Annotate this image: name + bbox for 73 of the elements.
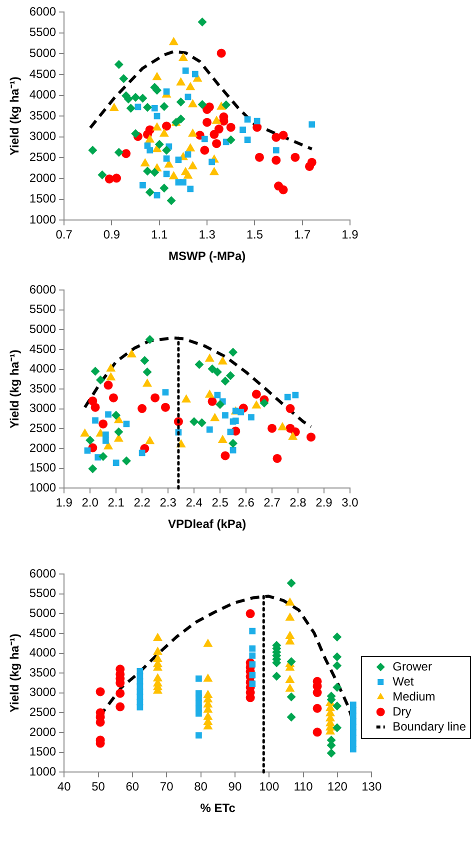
- x-tick-label: 2.6: [238, 496, 255, 510]
- legend-label: Dry: [392, 704, 412, 718]
- y-tick-label: 2000: [29, 440, 56, 455]
- x-axis-title: % ETc: [200, 801, 236, 816]
- y-tick-label: 1500: [29, 744, 56, 759]
- x-tick-label: 1.3: [198, 228, 216, 242]
- x-tick-label: 130: [362, 780, 382, 794]
- y-tick-label: 2500: [29, 150, 56, 164]
- y-tick-label: 4000: [29, 362, 56, 376]
- y-tick-label: 1500: [29, 192, 56, 206]
- x-tick-label: 2.7: [264, 496, 281, 510]
- y-tick-label: 4000: [29, 646, 56, 660]
- y-tick-label: 6000: [29, 282, 56, 296]
- x-tick-label: 70: [160, 780, 174, 794]
- x-tick-label: 2.3: [160, 496, 177, 510]
- x-axis-title: MSWP (-MPa): [168, 249, 246, 264]
- y-tick-label: 5500: [29, 302, 56, 316]
- x-tick-label: 1.5: [246, 228, 264, 242]
- x-tick-label: 2.2: [134, 496, 151, 510]
- y-tick-label: 6000: [29, 566, 56, 580]
- legend-label: Wet: [392, 674, 414, 688]
- x-tick-label: 2.1: [108, 496, 125, 510]
- y-tick-label: 1000: [29, 764, 56, 779]
- x-tick-label: 1.9: [342, 228, 359, 242]
- x-tick-label: 2.9: [316, 496, 333, 510]
- x-tick-label: 100: [259, 780, 280, 794]
- y-tick-label: 4500: [29, 66, 56, 81]
- y-tick-label: 3500: [29, 381, 56, 396]
- x-tick-label: 1.9: [56, 496, 73, 510]
- y-axis-title: Yield (kg ha⁻¹): [8, 634, 22, 713]
- legend-label: Medium: [392, 689, 436, 704]
- y-tick-label: 6000: [29, 4, 56, 18]
- y-tick-label: 1000: [29, 480, 56, 495]
- legend-label: Boundary line: [392, 719, 466, 734]
- x-tick-label: 1.7: [294, 228, 312, 242]
- x-tick-label: 80: [194, 780, 208, 794]
- x-tick-label: 2.8: [290, 496, 307, 510]
- y-axis-title: Yield (kg ha⁻¹): [8, 350, 22, 429]
- y-tick-label: 5000: [29, 322, 56, 336]
- y-tick-label: 1500: [29, 460, 56, 475]
- x-tick-label: 110: [294, 780, 314, 794]
- y-tick-label: 3500: [29, 665, 56, 680]
- y-tick-label: 2500: [29, 705, 56, 720]
- y-tick-label: 1000: [29, 212, 56, 227]
- x-tick-label: 90: [228, 780, 242, 794]
- y-tick-label: 5000: [29, 606, 56, 620]
- y-tick-label: 3500: [29, 108, 56, 122]
- legend-label: Grower: [392, 659, 432, 674]
- x-tick-label: 0.7: [56, 228, 73, 242]
- y-tick-label: 5000: [29, 46, 56, 60]
- y-tick-label: 3000: [29, 129, 56, 144]
- y-tick-label: 3000: [29, 685, 56, 700]
- y-tick-label: 2000: [29, 724, 56, 739]
- x-tick-label: 0.9: [103, 228, 120, 242]
- y-tick-label: 2000: [29, 170, 56, 185]
- x-tick-label: 1.1: [151, 228, 168, 242]
- y-tick-label: 4000: [29, 88, 56, 102]
- x-tick-label: 120: [327, 780, 348, 794]
- x-tick-label: 50: [92, 780, 106, 794]
- y-tick-label: 4500: [29, 342, 56, 356]
- x-axis-title: VPDleaf (kPa): [168, 517, 246, 532]
- x-tick-label: 2.5: [212, 496, 229, 510]
- y-tick-label: 4500: [29, 626, 56, 640]
- x-tick-label: 40: [57, 780, 72, 794]
- x-tick-label: 2.0: [82, 496, 99, 510]
- x-tick-label: 60: [126, 780, 140, 794]
- y-tick-label: 3000: [29, 401, 56, 416]
- x-tick-label: 3.0: [342, 496, 359, 510]
- y-tick-label: 5500: [29, 25, 56, 40]
- y-tick-label: 5500: [29, 586, 56, 600]
- x-tick-label: 2.4: [186, 496, 203, 510]
- y-tick-label: 2500: [29, 421, 56, 436]
- y-axis-title: Yield (kg ha⁻¹): [8, 76, 22, 156]
